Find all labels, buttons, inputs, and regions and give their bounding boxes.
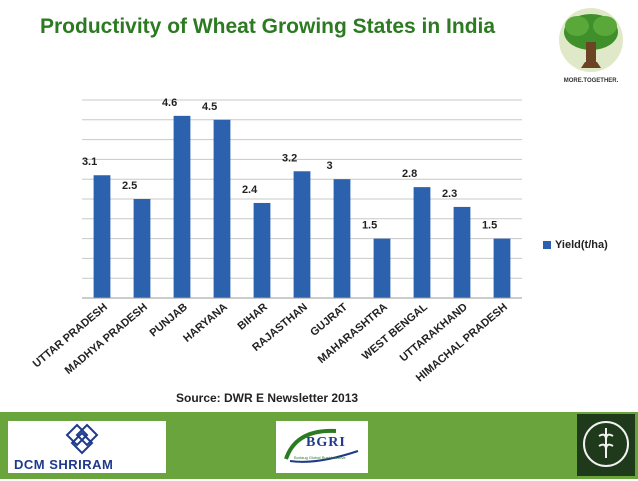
data-label: 2.8 — [402, 168, 417, 180]
dcm-diamond-icon — [65, 423, 99, 455]
bar-himachal-pradesh — [493, 238, 511, 298]
bar-haryana — [213, 119, 231, 298]
bar-maharashtra — [373, 238, 391, 298]
bgri-swoosh-icon — [284, 428, 359, 463]
shriram-seal-logo — [577, 414, 635, 476]
bar-bihar — [253, 202, 271, 298]
data-label: 2.5 — [122, 180, 137, 192]
bgri-logo-text: BGRI — [306, 435, 346, 450]
slide-header: Productivity of Wheat Growing States in … — [0, 0, 638, 95]
dcm-logo-text: DCM SHRIRAM — [14, 457, 114, 472]
category-label: UTTARAKHAND — [398, 301, 470, 364]
data-label: 2.4 — [242, 184, 258, 196]
bar-uttarakhand — [453, 206, 471, 298]
data-label: 3.1 — [82, 156, 97, 168]
shriram-seal-icon — [583, 421, 629, 467]
bar-punjab — [173, 115, 191, 298]
legend-label: Yield(t/ha) — [555, 239, 608, 251]
tree-logo-icon — [559, 8, 623, 72]
bgri-logo-subtext: Borlaug Global Rust Initiative — [294, 455, 346, 460]
data-label: 3 — [327, 160, 333, 172]
bgri-logo: BGRI Borlaug Global Rust Initiative — [276, 421, 368, 473]
data-label: 2.3 — [442, 188, 457, 200]
category-label: UTTAR PRADESH — [31, 301, 110, 370]
category-label: MAHARASHTRA — [316, 301, 390, 366]
bar-west-bengal — [413, 187, 431, 298]
data-label: 1.5 — [362, 220, 377, 232]
category-label: HARYANA — [181, 301, 230, 345]
tree-logo-tagline: MORE.TOGETHER. — [563, 78, 619, 84]
category-label: BIHAR — [236, 301, 270, 333]
legend-swatch — [543, 241, 551, 249]
source-note: Source: DWR E Newsletter 2013 — [176, 391, 359, 405]
chart-area: 3.1 UTTAR PRADESH 2.5 MADHYA PRADESH 4.6 PUNJ… — [0, 95, 638, 405]
chart-legend: Yield(t/ha) — [543, 239, 608, 251]
slide-title: Productivity of Wheat Growing States in … — [40, 15, 496, 38]
data-label: 1.5 — [482, 220, 497, 232]
data-label: 4.6 — [162, 97, 177, 109]
data-label: 4.5 — [202, 101, 217, 113]
footer-bar: DCM SHRIRAM BGRI Borlaug Global Rust Ini… — [0, 412, 638, 479]
bar-madhya-pradesh — [133, 199, 151, 298]
data-label: 3.2 — [282, 152, 297, 164]
bar-uttar-pradesh — [93, 175, 111, 298]
bar-rajasthan — [293, 171, 311, 298]
dcm-shriram-logo: DCM SHRIRAM — [8, 421, 166, 473]
tree-logo: MORE.TOGETHER. — [551, 6, 631, 94]
bar-gujrat — [333, 179, 351, 298]
